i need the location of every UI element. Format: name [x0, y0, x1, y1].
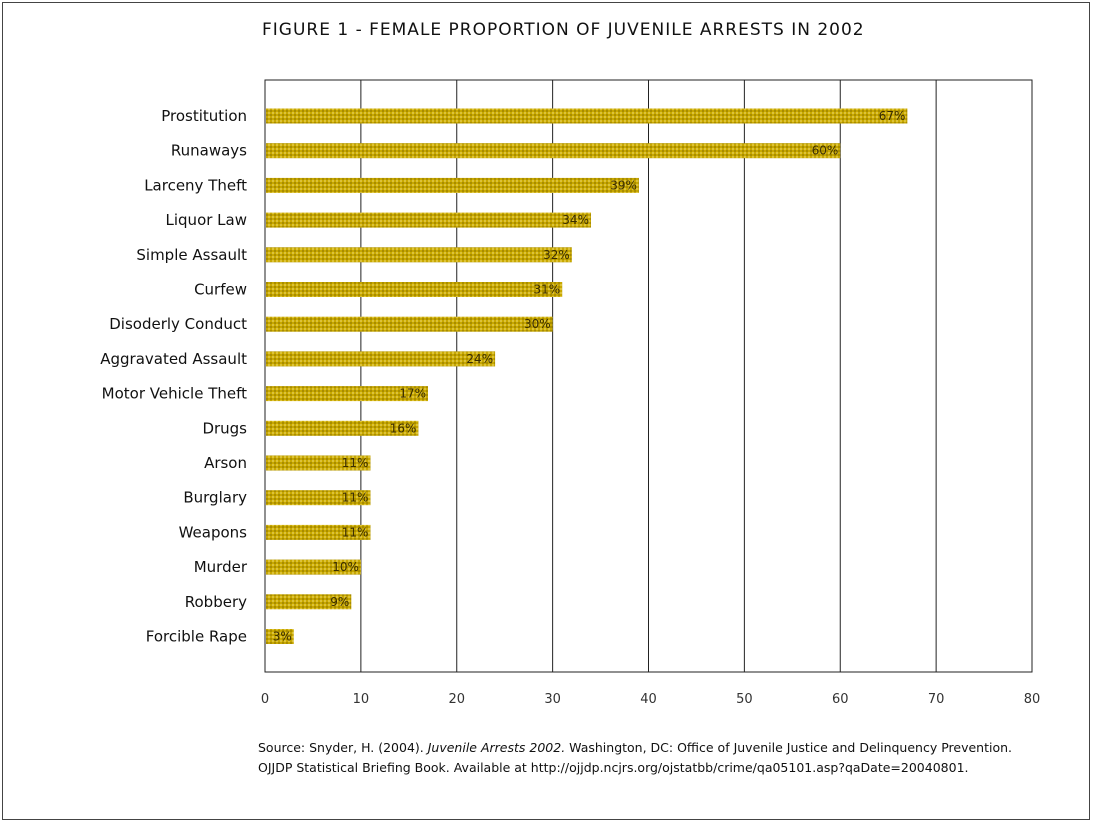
x-tick-label: 30: [544, 692, 561, 707]
bar: [266, 282, 563, 297]
bar-value-label: 9%: [330, 595, 349, 609]
source-note: Source: Snyder, H. (2004). Juvenile Arre…: [258, 738, 1018, 778]
bar-value-label: 31%: [534, 283, 561, 297]
bar: [266, 212, 591, 228]
chart-title: FIGURE 1 - FEMALE PROPORTION OF JUVENILE…: [262, 20, 865, 40]
category-label: Prostitution: [161, 107, 247, 125]
source-title: Juvenile Arrests 2002.: [427, 740, 566, 755]
x-tick-label: 50: [736, 692, 753, 707]
category-label: Murder: [194, 558, 248, 576]
bar-value-label: 30%: [524, 317, 551, 331]
bar: [266, 108, 908, 124]
bar-value-label: 16%: [390, 421, 417, 435]
x-tick-label: 20: [448, 692, 465, 707]
bar: [266, 247, 572, 263]
category-labels: Prostitution Runaways Larceny Theft Liquor …: [100, 107, 248, 646]
bar-value-label: 67%: [879, 109, 906, 123]
category-label: Arson: [204, 454, 247, 472]
bar: [266, 559, 361, 575]
bar: [266, 316, 553, 332]
bar: [266, 177, 639, 193]
bar-value-label: 34%: [562, 213, 589, 227]
category-label: Motor Vehicle Theft: [102, 385, 247, 403]
category-label: Runaways: [171, 142, 247, 160]
bar: [266, 386, 428, 402]
category-label: Forcible Rape: [146, 628, 247, 646]
category-label: Aggravated Assault: [100, 350, 247, 368]
x-tick-label: 0: [261, 692, 269, 707]
bar: [266, 524, 371, 540]
category-label: Curfew: [194, 281, 247, 299]
source-prefix: Source: Snyder, H. (2004).: [258, 740, 428, 755]
bar: [266, 629, 294, 644]
bar: [266, 455, 371, 471]
bar-value-label: 60%: [812, 144, 839, 158]
bar-value-label: 11%: [342, 525, 369, 539]
bar-value-label: 3%: [273, 630, 292, 644]
bar: [266, 594, 352, 610]
bar-value-label: 11%: [342, 456, 369, 470]
x-tick-label: 70: [928, 692, 945, 707]
x-tick-label: 60: [832, 692, 849, 707]
bar-value-label: 11%: [342, 491, 369, 505]
category-label: Weapons: [179, 523, 248, 541]
category-label: Burglary: [183, 489, 247, 507]
bar: [266, 351, 496, 367]
category-label: Robbery: [185, 593, 247, 611]
x-tick-label: 80: [1024, 692, 1041, 707]
bar: [266, 420, 419, 436]
bar-value-label: 17%: [399, 387, 426, 401]
bar-value-label: 24%: [466, 352, 493, 366]
x-tick-label: 10: [353, 692, 370, 707]
grid-lines: [360, 80, 937, 672]
bar: [266, 143, 841, 159]
plot-area: [264, 79, 1033, 673]
category-label: Liquor Law: [166, 211, 247, 229]
x-axis-ticks: 0 10 20 30 40 50 60 70 80: [261, 692, 1040, 707]
source-rest: Washington, DC: Office of Juvenile Justi…: [258, 740, 1013, 775]
bar-value-label: 32%: [543, 248, 570, 262]
bars-group: 67% 60% 39% 34% 32% 31% 30% 24% 17% 16% 11% 11% 11% 1…: [266, 108, 908, 644]
category-label: Larceny Theft: [144, 176, 247, 194]
x-tick-label: 40: [640, 692, 657, 707]
category-label: Disoderly Conduct: [109, 315, 247, 333]
bar: [266, 490, 371, 506]
category-label: Drugs: [202, 419, 247, 437]
bar-value-label: 10%: [332, 560, 359, 574]
bar-value-label: 39%: [610, 178, 637, 192]
category-label: Simple Assault: [136, 246, 247, 264]
